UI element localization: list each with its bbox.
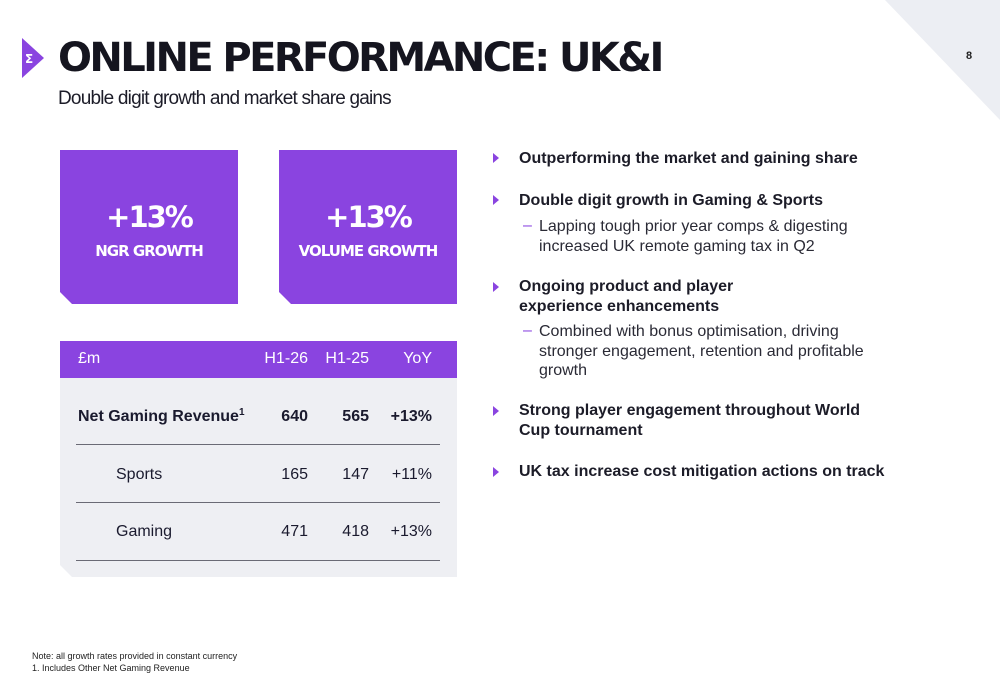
cell-h1-25: 565: [342, 408, 369, 425]
kpi-value: +13%: [106, 200, 192, 234]
revenue-table: £m H1-26 H1-25 YoY Net Gaming Revenue1 6…: [60, 341, 457, 577]
bullet-arrow-icon: [493, 406, 499, 416]
cell-h1-25: 418: [342, 523, 369, 540]
cell-h1-26: 165: [281, 466, 308, 483]
column-header-yoy: YoY: [403, 350, 432, 367]
cell-h1-25: 147: [342, 466, 369, 483]
bullet-arrow-icon: [493, 467, 499, 477]
column-header-unit: £m: [78, 350, 101, 367]
brand-logo-icon: Σ: [22, 38, 44, 78]
column-header-h1-25: H1-25: [325, 350, 369, 367]
column-header-h1-26: H1-26: [264, 350, 308, 367]
row-label: Net Gaming Revenue1: [78, 407, 245, 427]
table-row: Sports 165 147 +11%: [60, 465, 457, 485]
bullet-arrow-icon: [493, 195, 499, 205]
table-row: Gaming 471 418 +13%: [60, 522, 457, 542]
row-label-text: Net Gaming Revenue: [78, 408, 239, 425]
bullet-arrow-icon: [493, 282, 499, 292]
kpi-label: VOLUME GROWTH: [298, 242, 438, 260]
kpi-tile-ngr-growth: +13% NGR GROWTH: [60, 150, 238, 304]
page-title: ONLINE PERFORMANCE: UK&I: [58, 35, 664, 81]
sub-bullet-text: Lapping tough prior year comps & digesti…: [539, 218, 848, 255]
row-divider: [76, 560, 440, 561]
table-row: Net Gaming Revenue1 640 565 +13%: [60, 407, 457, 427]
bullet-arrow-icon: [493, 153, 499, 163]
page-number: 8: [966, 50, 973, 62]
bullet-text: Outperforming the market and gaining sha…: [519, 150, 858, 167]
table-header-row: £m H1-26 H1-25 YoY: [60, 341, 457, 378]
bullet-text: UK tax increase cost mitigation actions …: [519, 463, 885, 480]
row-label: Sports: [116, 466, 163, 483]
footnote-ngr: 1. Includes Other Net Gaming Revenue: [32, 663, 190, 673]
svg-text:Σ: Σ: [25, 52, 33, 66]
bullet-text: Double digit growth in Gaming & Sports: [519, 192, 823, 209]
kpi-label: NGR GROWTH: [95, 242, 203, 260]
page-subtitle: Double digit growth and market share gai…: [58, 88, 392, 109]
kpi-value: +13%: [325, 200, 411, 234]
corner-decoration: [885, 0, 1000, 120]
bullet-text: Strong player engagement throughout Worl…: [519, 402, 861, 439]
cell-h1-26: 471: [281, 523, 308, 540]
cell-yoy: +13%: [390, 408, 432, 425]
cell-h1-26: 640: [281, 408, 308, 425]
bullet-text: Ongoing product and player experience en…: [519, 278, 734, 315]
cell-yoy: +11%: [391, 466, 432, 483]
sub-bullet-dash: –: [523, 217, 532, 234]
footnote-currency: Note: all growth rates provided in const…: [32, 651, 238, 661]
footnote-marker: 1: [238, 407, 245, 418]
row-label: Gaming: [116, 523, 173, 540]
cell-yoy: +13%: [390, 523, 432, 540]
sub-bullet-dash: –: [523, 322, 532, 339]
kpi-tile-volume-growth: +13% VOLUME GROWTH: [279, 150, 457, 304]
row-divider: [76, 502, 440, 503]
row-divider: [76, 444, 440, 445]
sub-bullet-text: Combined with bonus optimisation, drivin…: [539, 323, 864, 379]
